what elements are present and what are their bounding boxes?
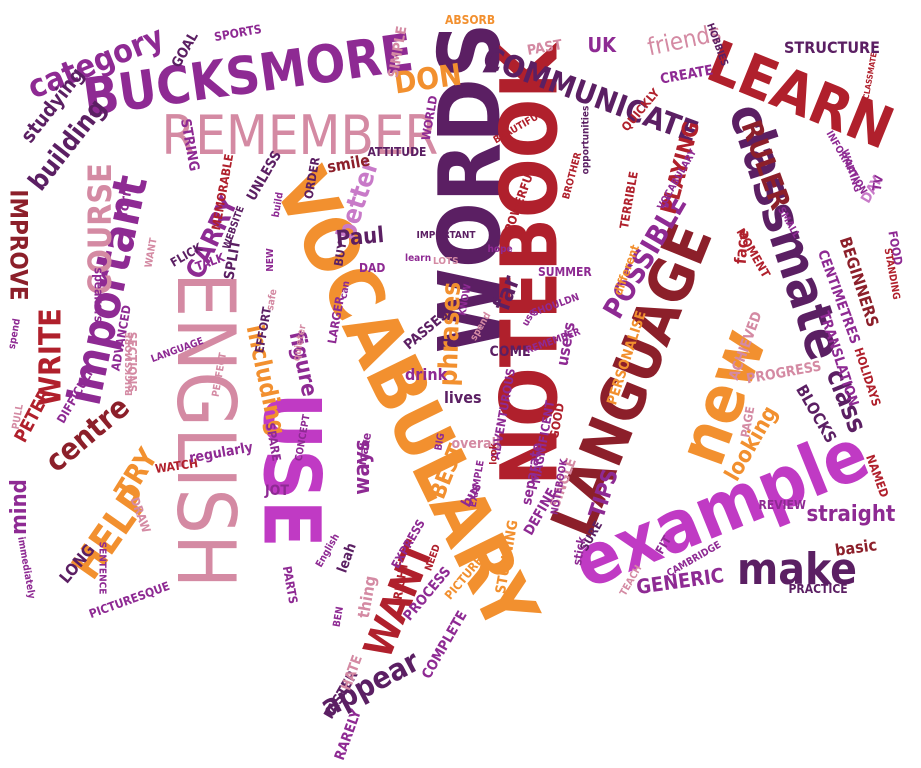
cloud-word: JOT <box>265 483 289 499</box>
cloud-word: straight <box>806 502 896 527</box>
cloud-word: lives <box>444 388 482 407</box>
cloud-word: DAD <box>359 261 386 275</box>
cloud-word: ABSORB <box>445 13 496 27</box>
cloud-word: REVIEW <box>758 498 806 512</box>
cloud-word: PARTS <box>279 565 301 605</box>
cloud-word: COMPLETE <box>418 608 471 682</box>
cloud-word: TERRIBLE <box>617 170 641 230</box>
cloud-word: SPORTS <box>213 21 263 45</box>
cloud-word: UK <box>587 33 617 57</box>
cloud-word: opportunities <box>579 105 591 175</box>
cloud-word: overall <box>451 436 501 452</box>
cloud-word: basic <box>833 535 879 560</box>
cloud-word: REMEMBER <box>161 104 439 167</box>
cloud-word: learn <box>405 253 432 264</box>
cloud-word: BEN <box>331 605 346 628</box>
cloud-word: NEW <box>264 248 276 272</box>
cloud-word: COME <box>489 344 531 360</box>
cloud-word: mind <box>6 479 32 535</box>
cloud-word: hope <box>487 244 513 255</box>
cloud-word: LOTS <box>433 256 459 267</box>
cloud-word: leah <box>334 541 360 575</box>
cloud-word: IMPROVE <box>4 189 33 301</box>
cloud-word: immediately <box>14 535 37 600</box>
cloud-word: IMPORTANT <box>416 230 476 241</box>
cloud-word: SENTENCE <box>95 541 107 595</box>
cloud-word: TV <box>869 174 887 192</box>
cloud-word: speakers <box>90 267 105 323</box>
cloud-word: ATTITUDE <box>367 145 427 159</box>
cloud-word: look <box>488 443 500 465</box>
cloud-word: BUCKSMORE <box>123 332 135 396</box>
cloud-word: PRACTICE <box>788 582 848 596</box>
cloud-word: drink <box>405 365 448 384</box>
cloud-word: spend <box>6 317 23 351</box>
cloud-word: make <box>737 544 857 595</box>
cloud-word: STRUCTURE <box>784 38 880 57</box>
cloud-word: SUMMER <box>538 265 592 279</box>
cloud-word: ENGLISH <box>159 271 253 589</box>
cloud-word: BUY <box>330 240 349 268</box>
cloud-word: safe <box>264 288 280 312</box>
cloud-word: WANT <box>143 237 160 269</box>
